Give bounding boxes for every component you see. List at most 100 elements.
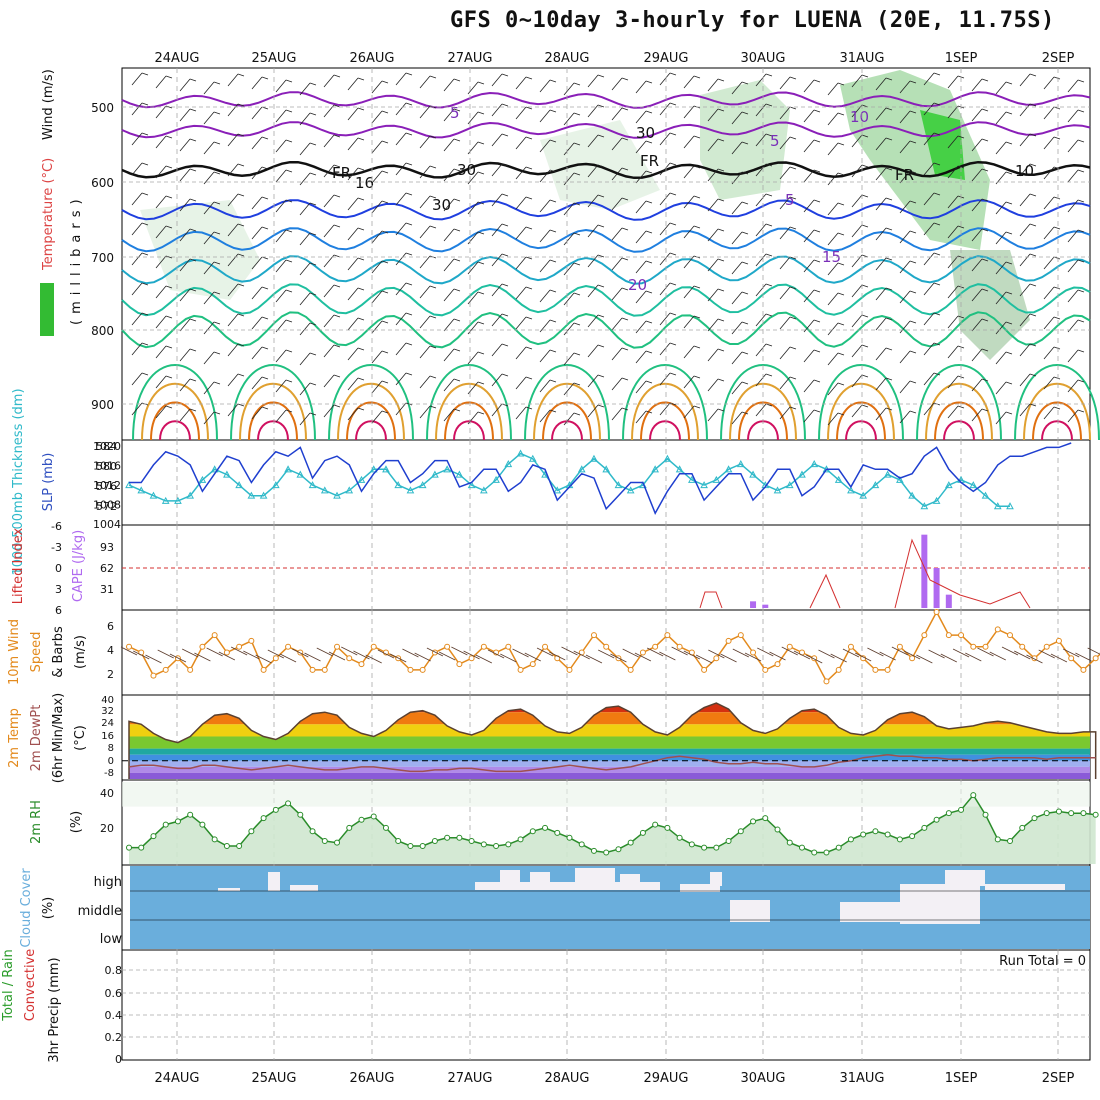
rh2m-point (174, 818, 181, 825)
wind-barb (491, 313, 503, 327)
wind-speed-point (847, 643, 854, 650)
wind-barb (203, 81, 215, 95)
wind-barb (717, 138, 725, 142)
wind-barb (515, 136, 527, 150)
wind-barb (611, 77, 623, 91)
wind-barb (131, 192, 143, 206)
wind-barb (947, 225, 959, 239)
wind-barb (453, 108, 461, 112)
wind-barb (669, 132, 677, 136)
rh2m-point (517, 836, 524, 843)
wind-barb (371, 110, 383, 124)
wind-barb (755, 73, 767, 87)
wind-barb (237, 163, 245, 167)
pressure-tick-label: 500 (91, 101, 114, 115)
wind-barb (515, 76, 527, 90)
wind-barb (227, 193, 239, 207)
wind-barb (515, 346, 527, 360)
wind-barb (549, 289, 557, 293)
wind-barb (707, 108, 719, 122)
thickness-point (259, 491, 268, 499)
wind-barb (237, 313, 245, 317)
wind-barb (405, 132, 413, 136)
wind-barb (1029, 133, 1037, 137)
wind-barb (587, 164, 599, 178)
wind-barb (875, 257, 887, 271)
wind-barb (621, 137, 629, 141)
temperature-contour (943, 420, 975, 441)
wind-barb (851, 74, 863, 88)
wind-tick-label: 4 (107, 644, 114, 657)
wind-barb (1077, 169, 1085, 173)
wind-speed-point (970, 643, 977, 650)
rh2m-point (933, 816, 940, 823)
wind-barb (669, 192, 677, 196)
wind-barb (827, 292, 839, 306)
wind-barb (395, 72, 407, 86)
thickness-point (981, 491, 990, 499)
wind-barb (328, 651, 346, 661)
wind-barb (1019, 223, 1031, 237)
wind-barb (803, 199, 815, 213)
wind-barb (347, 137, 359, 151)
wind-barb (669, 162, 677, 166)
wind-barb (1005, 321, 1013, 325)
wind-barb (347, 407, 359, 421)
wind-barb (251, 196, 263, 210)
wind-barb (203, 411, 215, 425)
wind-barb (1005, 381, 1013, 385)
axis-label: 2m RH (29, 800, 44, 844)
wind-barb (813, 229, 821, 233)
wind-barb (1005, 411, 1013, 415)
wind-speed-point (676, 643, 683, 650)
temp-tick-label: -8 (104, 768, 114, 779)
wind-barb (813, 199, 821, 203)
thickness-point (369, 465, 378, 473)
wind-barb (827, 232, 839, 246)
wind-barb (453, 288, 461, 292)
thickness-point (455, 470, 464, 478)
wind-barb (573, 142, 581, 146)
wind-barb (179, 318, 191, 332)
rh2m-point (493, 842, 500, 849)
wind-speed-point (480, 643, 487, 650)
page-title: GFS 0~10day 3-hourly for LUENA (20E, 11.… (450, 8, 1055, 33)
wind-barb (515, 106, 527, 120)
axis-label: 2m Temp (7, 708, 22, 768)
wind-barb (251, 76, 263, 90)
wind-barb (995, 351, 1007, 365)
wind-barb (381, 320, 389, 324)
wind-barb (292, 648, 309, 658)
wind-barb (875, 347, 887, 361)
wind-barb (443, 408, 455, 422)
wind-barb (731, 261, 743, 275)
wind-barb (1077, 259, 1085, 263)
wind-barb (741, 201, 749, 205)
wind-barb (155, 165, 167, 179)
wind-barb (563, 322, 575, 336)
axis-label: Cloud Cover (19, 868, 34, 948)
wind-barb (501, 253, 509, 257)
wind-barb (789, 226, 797, 230)
wind-barb (885, 287, 893, 291)
wind-barb (587, 284, 599, 298)
wind-barb (981, 168, 989, 172)
wind-barb (189, 378, 197, 382)
wind-barb (659, 162, 671, 176)
bottom-date-label: 25AUG (251, 1071, 296, 1086)
thickness-tick-label: 584 (96, 440, 117, 453)
wind-barb (491, 73, 503, 87)
wind-barb (947, 105, 959, 119)
wind-barb (261, 196, 269, 200)
wind-barb (669, 372, 677, 376)
wind-barb (453, 138, 461, 142)
li-tick-label: 3 (55, 583, 62, 596)
wind-speed-point (1092, 655, 1099, 662)
wind-barb (515, 316, 527, 330)
li-tick-label: 6 (55, 604, 62, 617)
thickness-point (553, 486, 562, 494)
temp-band (129, 736, 1090, 749)
wind-barb (1043, 166, 1055, 180)
wind-barb (981, 378, 989, 382)
wind-barb (299, 82, 311, 96)
